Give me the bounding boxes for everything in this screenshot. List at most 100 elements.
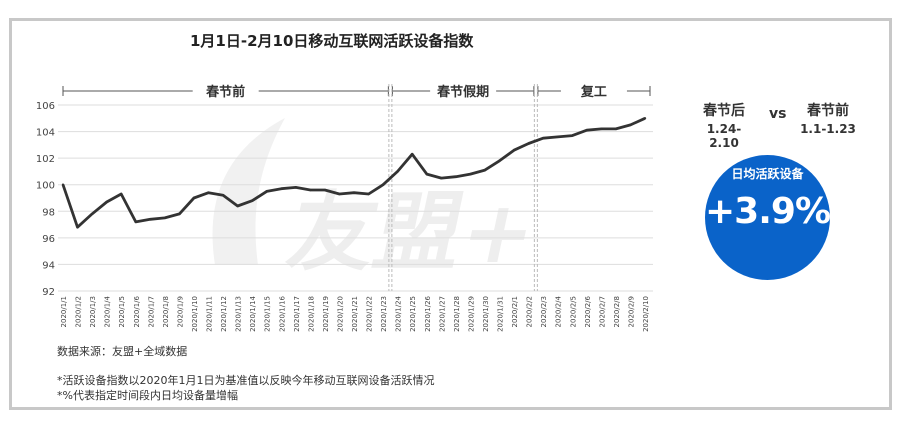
- x-tick-label: 2020/1/26: [424, 295, 432, 331]
- data-point: [469, 172, 472, 176]
- data-point: [527, 142, 530, 145]
- x-tick-label: 2020/1/20: [336, 296, 344, 332]
- data-point: [512, 148, 516, 152]
- x-tick-label: 2020/1/6: [133, 295, 141, 327]
- x-tick-label: 2020/1/17: [293, 296, 301, 332]
- x-tick-label: 2020/1/21: [351, 296, 359, 332]
- x-tick-label: 2020/2/10: [642, 296, 650, 332]
- x-tick-label: 2020/1/2: [75, 296, 83, 327]
- x-tick-label: 2020/1/9: [176, 296, 184, 327]
- data-point: [498, 159, 501, 162]
- x-tick-label: 2020/1/12: [220, 296, 228, 332]
- growth-badge-label: 日均活跃设备: [731, 167, 804, 181]
- x-tick-label: 2020/2/8: [613, 296, 621, 327]
- compare-left: 春节后 1.24-2.10: [692, 100, 756, 150]
- data-point: [541, 137, 545, 140]
- data-point: [483, 168, 487, 172]
- data-point: [236, 204, 239, 208]
- x-tick-label: 2020/1/3: [89, 296, 97, 327]
- x-tick-label: 2020/2/6: [584, 295, 592, 327]
- x-tick-label: 2020/1/10: [191, 296, 199, 332]
- compare-left-range: 1.24-2.10: [706, 122, 742, 150]
- data-point: [105, 200, 108, 204]
- growth-badge: 日均活跃设备 +3.9%: [705, 155, 831, 280]
- data-point: [367, 192, 370, 196]
- x-tick-label: 2020/1/30: [482, 296, 490, 332]
- compare-right-range: 1.1-1.23: [800, 122, 856, 136]
- data-point: [265, 190, 268, 193]
- data-point: [338, 192, 341, 196]
- watermark-logo: [212, 118, 285, 265]
- data-point: [149, 218, 152, 221]
- x-tick-label: 2020/1/29: [467, 296, 475, 332]
- data-point: [600, 127, 603, 131]
- period-label: 春节假期: [436, 84, 489, 100]
- y-tick-label: 98: [42, 207, 55, 218]
- data-point: [309, 188, 312, 192]
- period-label: 春节前: [205, 84, 245, 100]
- y-tick-label: 104: [36, 128, 55, 139]
- data-point: [396, 170, 399, 173]
- y-tick-label: 94: [42, 260, 55, 271]
- data-point: [323, 188, 327, 192]
- x-tick-label: 2020/1/24: [395, 295, 403, 331]
- data-point: [440, 176, 443, 180]
- period-label-bg: [430, 82, 497, 100]
- y-tick-label: 92: [42, 287, 55, 298]
- data-point: [556, 135, 559, 139]
- data-point: [629, 123, 632, 127]
- data-point: [411, 152, 414, 156]
- x-tick-label: 2020/1/4: [104, 295, 112, 327]
- data-point: [381, 183, 385, 186]
- data-point: [425, 172, 428, 176]
- x-tick-label: 2020/2/4: [555, 295, 563, 327]
- period-label: 复工: [580, 84, 607, 100]
- y-tick-label: 100: [36, 181, 55, 192]
- data-source: 数据来源：友盟+全域数据: [57, 345, 188, 358]
- data-point: [207, 191, 210, 194]
- x-tick-label: 2020/1/7: [147, 296, 155, 327]
- data-point: [221, 194, 225, 197]
- data-point: [294, 186, 297, 189]
- x-tick-label: 2020/1/31: [497, 296, 505, 332]
- x-tick-label: 2020/1/28: [453, 296, 461, 332]
- x-tick-label: 2020/1/14: [249, 295, 257, 331]
- x-tick-label: 2020/1/19: [322, 296, 330, 332]
- x-tick-label: 2020/2/3: [540, 296, 548, 327]
- x-tick-label: 2020/1/16: [278, 295, 286, 331]
- x-tick-label: 2020/1/25: [409, 296, 417, 332]
- x-tick-label: 2020/1/15: [264, 296, 272, 332]
- y-tick-label: 96: [42, 234, 55, 245]
- x-tick-label: 2020/1/5: [118, 296, 126, 327]
- data-point: [120, 192, 123, 196]
- note-1: *活跃设备指数以2020年1月1日为基准值以反映今年移动互联网设备活跃情况: [57, 374, 435, 387]
- data-point: [192, 196, 196, 200]
- data-point: [585, 129, 588, 132]
- data-point: [454, 175, 458, 178]
- x-tick-label: 2020/2/2: [526, 296, 534, 327]
- x-tick-label: 2020/1/27: [438, 296, 446, 332]
- data-point: [250, 199, 254, 202]
- data-point: [76, 226, 79, 229]
- data-point: [643, 117, 647, 120]
- x-tick-label: 2020/1/23: [380, 296, 388, 332]
- x-tick-label: 2020/1/13: [235, 296, 243, 332]
- growth-badge-value: +3.9%: [705, 191, 831, 232]
- x-tick-label: 2020/1/22: [366, 296, 374, 332]
- watermark-text: 友盟+: [280, 182, 545, 283]
- period-label-bg: [560, 82, 627, 100]
- note-2: *%代表指定时间段内日均设备量增幅: [57, 389, 238, 402]
- chart-title: 1月1日-2月10日移动互联网活跃设备指数: [190, 32, 474, 50]
- vs-label: vs: [769, 106, 787, 122]
- data-point: [90, 212, 94, 216]
- compare-right: 春节前 1.1-1.23: [796, 100, 860, 136]
- data-point: [352, 191, 356, 194]
- x-tick-label: 2020/2/1: [511, 296, 519, 327]
- y-tick-label: 102: [36, 154, 55, 165]
- compare-right-title: 春节前: [807, 103, 849, 119]
- data-point: [571, 134, 574, 137]
- x-tick-label: 2020/1/8: [162, 296, 170, 327]
- data-point: [61, 183, 65, 186]
- data-point: [178, 212, 181, 216]
